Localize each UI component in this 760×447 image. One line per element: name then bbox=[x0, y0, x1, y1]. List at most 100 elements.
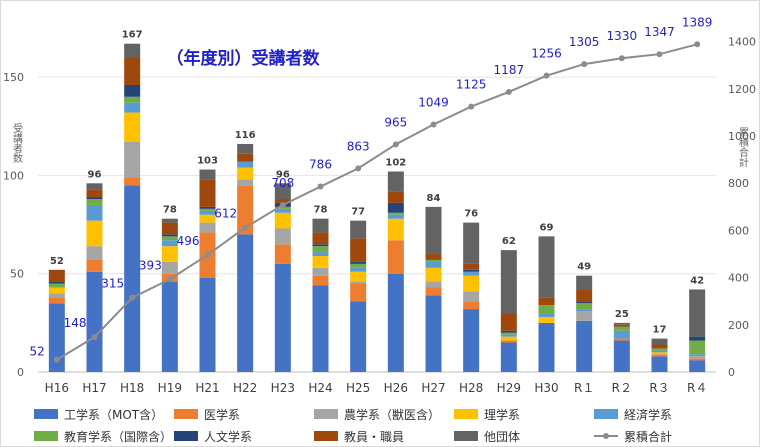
bar-segment bbox=[387, 202, 404, 213]
bar-segment bbox=[538, 236, 555, 298]
bar-segment bbox=[274, 228, 291, 245]
cumulative-point bbox=[543, 72, 550, 79]
bar-total-label: 76 bbox=[464, 209, 478, 220]
bar-segment bbox=[237, 161, 254, 168]
cumulative-label: 496 bbox=[177, 234, 200, 248]
bar-segment bbox=[425, 295, 442, 372]
bar-segment bbox=[576, 320, 593, 372]
bar-segment bbox=[651, 356, 668, 372]
bar-segment bbox=[350, 267, 367, 272]
legend-label: 経済学系 bbox=[624, 407, 673, 422]
bar-segment bbox=[274, 208, 291, 213]
bar-segment bbox=[500, 330, 517, 333]
cumulative-point bbox=[656, 51, 663, 58]
bar-segment bbox=[161, 246, 178, 262]
bar-segment bbox=[425, 281, 442, 288]
bar-segment bbox=[463, 275, 480, 292]
bar-segment bbox=[425, 259, 442, 262]
cumulative-label: 1256 bbox=[531, 47, 562, 61]
cumulative-label: 708 bbox=[271, 176, 294, 190]
bar-total-label: 49 bbox=[577, 262, 591, 273]
bar-segment bbox=[312, 232, 329, 245]
bar-segment bbox=[86, 246, 103, 260]
bar-segment bbox=[124, 112, 141, 143]
bar-segment bbox=[161, 236, 178, 241]
bar-segment bbox=[613, 324, 630, 327]
bar-segment bbox=[538, 322, 555, 372]
y-tick-label: 100 bbox=[3, 169, 24, 182]
cumulative-point bbox=[317, 183, 324, 190]
bar-segment bbox=[689, 356, 706, 359]
bar-segment bbox=[274, 244, 291, 264]
bar-segment bbox=[161, 240, 178, 247]
legend-swatch bbox=[454, 431, 478, 441]
x-tick-label: R１ bbox=[574, 381, 594, 395]
x-tick-label: H24 bbox=[308, 381, 332, 395]
bar-segment bbox=[237, 153, 254, 162]
legend-item-engineering: 工学系（MOT含） bbox=[34, 406, 174, 423]
y-axis-label: 受講者数 bbox=[11, 123, 23, 164]
bar-segment bbox=[350, 220, 367, 239]
bar-segment bbox=[500, 340, 517, 343]
bar-segment bbox=[463, 263, 480, 270]
bar-segment bbox=[312, 244, 329, 247]
cumulative-point bbox=[53, 356, 60, 363]
bar-total-label: 96 bbox=[276, 169, 290, 180]
bar-segment bbox=[463, 222, 480, 264]
cumulative-label: 786 bbox=[309, 158, 332, 172]
bar-segment bbox=[199, 179, 216, 207]
legend-item-education: 教育学系（国際含） bbox=[34, 428, 174, 445]
bar-segment bbox=[237, 234, 254, 372]
legend-swatch bbox=[454, 409, 478, 419]
bar-total-label: 167 bbox=[122, 30, 143, 41]
y-tick-label: 0 bbox=[17, 366, 24, 379]
legend-swatch bbox=[594, 409, 618, 419]
cumulative-label: 1330 bbox=[607, 29, 638, 43]
bar-segment bbox=[350, 263, 367, 268]
cumulative-label: 1389 bbox=[682, 15, 713, 29]
x-tick-label: H18 bbox=[120, 381, 144, 395]
bar-segment bbox=[651, 348, 668, 351]
x-tick-label: H21 bbox=[195, 381, 219, 395]
bar-segment bbox=[86, 204, 103, 221]
cumulative-point bbox=[430, 121, 437, 128]
bar-segment bbox=[500, 332, 517, 335]
cumulative-point bbox=[581, 61, 588, 68]
legend-row: 教育学系（国際含） 人文学系 教員・職員 他団体 累積合計 bbox=[34, 425, 734, 447]
legend-item-staff: 教員・職員 bbox=[314, 428, 454, 445]
bar-segment bbox=[500, 250, 517, 314]
bar-segment bbox=[48, 281, 65, 284]
x-tick-label: R４ bbox=[687, 381, 707, 395]
bar-segment bbox=[350, 261, 367, 264]
bar-segment bbox=[538, 305, 555, 314]
bar-segment bbox=[425, 267, 442, 282]
cumulative-label: 148 bbox=[64, 316, 87, 330]
bar-segment bbox=[387, 218, 404, 241]
bar-total-label: 103 bbox=[197, 156, 218, 167]
bar-segment bbox=[48, 287, 65, 294]
bar-segment bbox=[199, 206, 216, 209]
x-tick-label: R２ bbox=[612, 381, 632, 395]
bar-segment bbox=[48, 293, 65, 298]
bar-segment bbox=[576, 301, 593, 304]
bar-segment bbox=[124, 177, 141, 186]
bar-segment bbox=[689, 336, 706, 341]
cumulative-label: 1187 bbox=[494, 63, 525, 77]
legend-label: 人文学系 bbox=[204, 429, 253, 444]
bar-total-label: 52 bbox=[50, 256, 64, 267]
x-tick-label: H25 bbox=[346, 381, 370, 395]
x-tick-label: H23 bbox=[271, 381, 295, 395]
bar-segment bbox=[86, 189, 103, 198]
bars bbox=[48, 43, 706, 372]
bar-segment bbox=[576, 289, 593, 302]
cumulative-point bbox=[279, 201, 286, 208]
bar-segment bbox=[689, 289, 706, 337]
y2-tick-label: 200 bbox=[728, 319, 749, 332]
cumulative-label: 1049 bbox=[418, 95, 449, 109]
bar-segment bbox=[199, 222, 216, 233]
bar-segment bbox=[689, 360, 706, 372]
legend-item-humanities: 人文学系 bbox=[174, 428, 314, 445]
bar-segment bbox=[613, 330, 630, 339]
bar-segment bbox=[613, 338, 630, 341]
bar-segment bbox=[237, 143, 254, 154]
